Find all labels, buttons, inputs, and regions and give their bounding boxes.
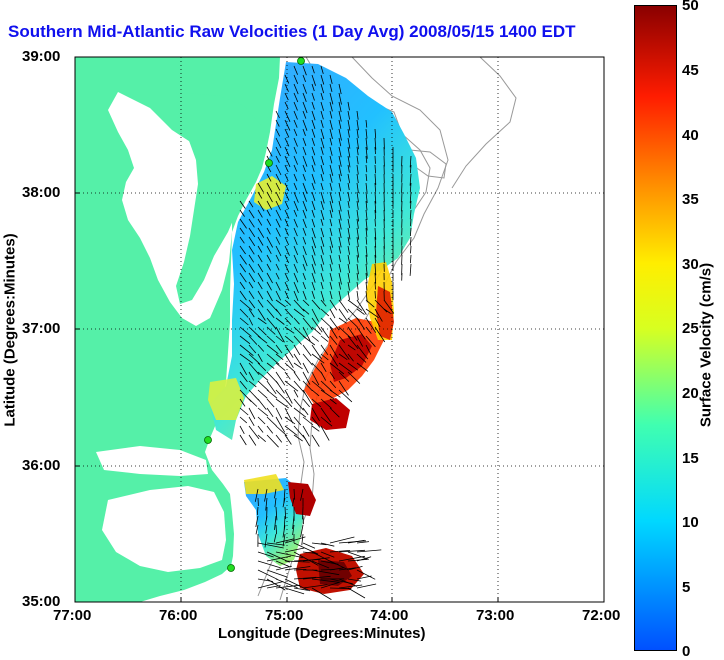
velocity-arrow xyxy=(411,246,412,253)
station-marker xyxy=(205,437,212,444)
colorbar-tick-label: 50 xyxy=(682,0,699,14)
station-marker xyxy=(266,160,273,167)
velocity-arrow xyxy=(375,147,376,154)
colorbar-tick-label: 35 xyxy=(682,191,699,208)
x-tick-label: 77:00 xyxy=(53,607,91,624)
y-tick-label: 37:00 xyxy=(22,320,60,337)
map-title: Southern Mid-Atlantic Raw Velocities (1 … xyxy=(8,22,576,42)
colorbar-tick-label: 25 xyxy=(682,320,699,337)
x-tick-label: 72:00 xyxy=(582,607,620,624)
y-tick-label: 36:00 xyxy=(22,457,60,474)
colorbar-tick-label: 15 xyxy=(682,450,699,467)
x-tick-label: 73:00 xyxy=(476,607,514,624)
station-marker xyxy=(298,58,305,65)
colorbar-tick-label: 40 xyxy=(682,127,699,144)
x-tick-label: 74:00 xyxy=(370,607,408,624)
y-tick-label: 38:00 xyxy=(22,184,60,201)
colorbar-tick-label: 5 xyxy=(682,579,690,596)
velocity-arrow xyxy=(303,516,304,524)
colorbar-tick-label: 10 xyxy=(682,514,699,531)
velocity-arrow xyxy=(411,219,412,226)
velocity-arrow xyxy=(375,156,376,164)
station-marker xyxy=(228,565,235,572)
velocity-arrow xyxy=(375,291,376,299)
colorbar-tick-label: 45 xyxy=(682,62,699,79)
colorbar-label: Surface Velocity (cm/s) xyxy=(698,263,715,427)
y-tick-label: 39:00 xyxy=(22,48,60,65)
colorbar-tick-label: 30 xyxy=(682,256,699,273)
x-tick-label: 75:00 xyxy=(265,607,303,624)
colorbar-tick-label: 20 xyxy=(682,385,699,402)
y-axis-label: Latitude (Degrees:Minutes) xyxy=(2,233,19,426)
velocity-arrow xyxy=(375,282,376,290)
velocity-arrow xyxy=(375,219,376,227)
colorbar xyxy=(634,5,677,651)
colorbar-tick-label: 0 xyxy=(682,643,690,660)
x-tick-label: 76:00 xyxy=(159,607,197,624)
x-axis-label: Longitude (Degrees:Minutes) xyxy=(218,625,426,642)
